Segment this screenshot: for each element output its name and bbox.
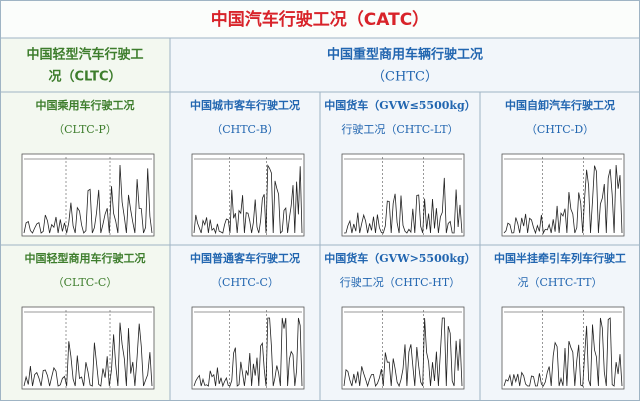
speed-trace <box>193 164 303 235</box>
cell-label: （CLTC-C） <box>53 276 118 289</box>
cell-label: （CHTC-B） <box>211 123 279 136</box>
title: 中国汽车行驶工况（CATC） <box>211 9 429 30</box>
cell-label: （CHTC-D） <box>526 123 594 136</box>
speed-trace <box>343 177 463 234</box>
cell-label: （CLTC-P） <box>53 123 117 136</box>
cell-label: 况（CHTC-TT） <box>518 276 603 289</box>
cell-label: 行驶工况（CHTC-HT） <box>340 275 460 289</box>
cell-label: 中国轻型商用车行驶工况 <box>25 251 146 265</box>
right-header: （CHTC） <box>372 70 438 85</box>
speed-trace <box>503 164 623 235</box>
left-header: 况（CLTC） <box>48 69 121 85</box>
right-header: 中国重型商用车辆行驶工况 <box>327 47 483 63</box>
cell-label: 中国货车（GVW>5500kg） <box>324 251 475 265</box>
cell-label: 中国半挂牵引车列车行驶工 <box>494 251 626 265</box>
speed-trace <box>23 322 153 387</box>
speed-trace <box>343 317 463 388</box>
plot-frame <box>341 306 465 390</box>
left-header: 中国轻型汽车行驶工 <box>26 47 143 63</box>
cell-label: 中国普通客车行驶工况 <box>190 251 300 265</box>
plot-frame <box>21 306 155 390</box>
plot-frame <box>501 306 625 390</box>
speed-trace <box>503 317 623 387</box>
cell-label: 中国货车（GVW≤5500kg） <box>324 98 475 112</box>
cell-label: 中国自卸汽车行驶工况 <box>505 98 615 112</box>
cell-label: 中国乘用车行驶工况 <box>36 98 135 112</box>
cell-label: 行驶工况（CHTC-LT） <box>341 122 458 136</box>
plot-frame <box>501 153 625 237</box>
speed-trace <box>193 317 303 388</box>
cell-label: （CHTC-C） <box>211 276 279 289</box>
speed-trace <box>23 164 153 234</box>
cell-label: 中国城市客车行驶工况 <box>190 98 300 112</box>
